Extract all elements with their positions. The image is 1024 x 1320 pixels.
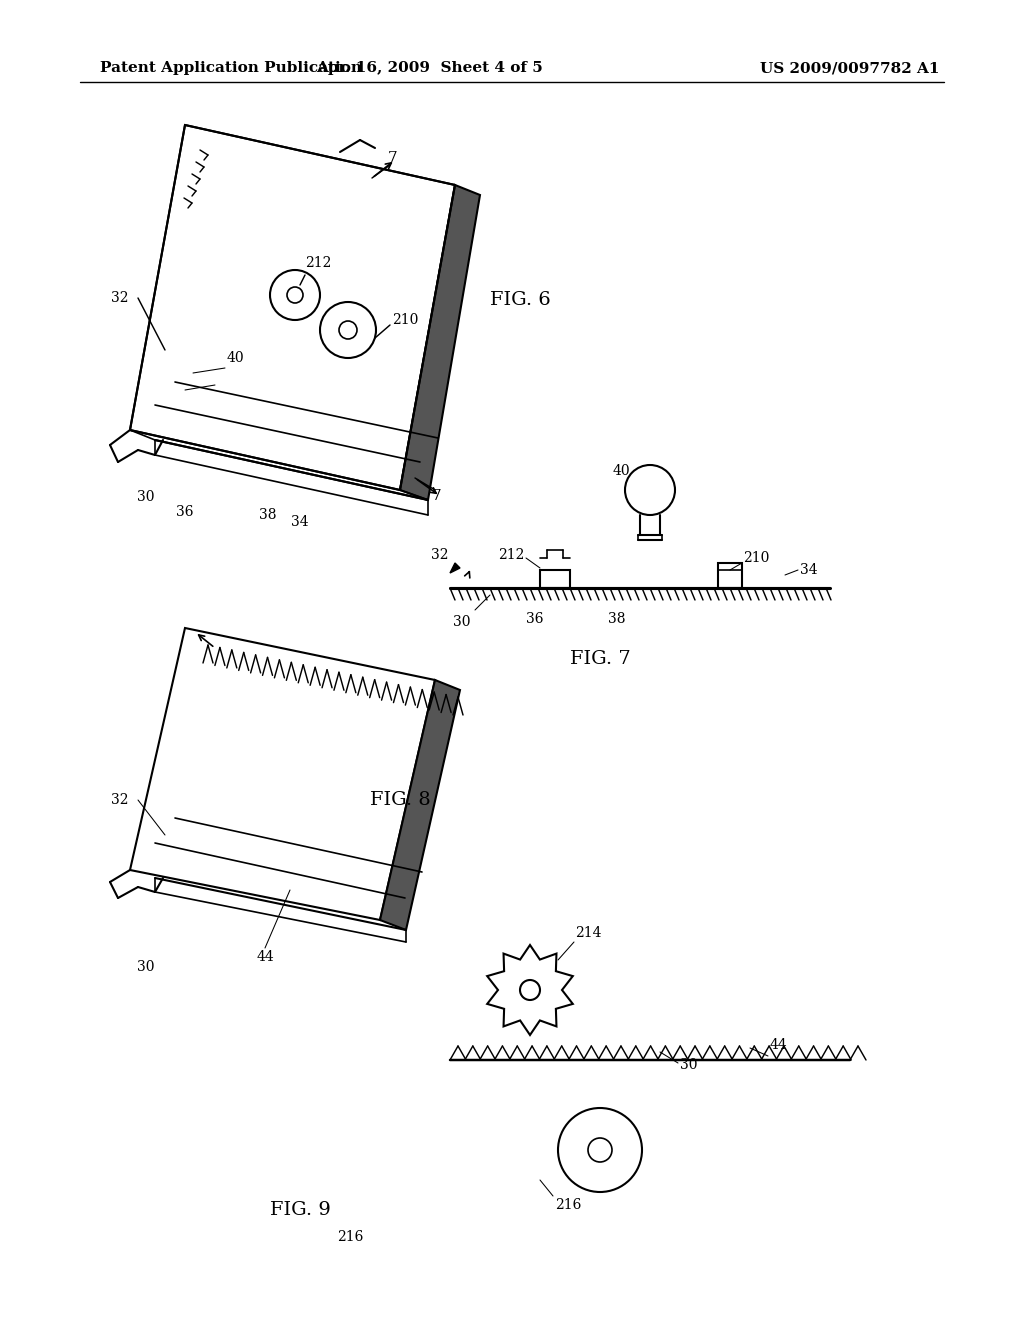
Text: FIG. 9: FIG. 9 [269,1201,331,1218]
Text: 214: 214 [575,927,601,940]
Text: 36: 36 [176,506,194,519]
Text: 40: 40 [226,351,244,366]
Text: 216: 216 [555,1199,582,1212]
Text: FIG. 7: FIG. 7 [569,649,631,668]
Text: US 2009/0097782 A1: US 2009/0097782 A1 [760,61,939,75]
Text: 210: 210 [743,550,769,565]
Text: FIG. 8: FIG. 8 [370,791,431,809]
Text: 32: 32 [111,290,128,305]
Polygon shape [380,680,460,931]
Text: Apr. 16, 2009  Sheet 4 of 5: Apr. 16, 2009 Sheet 4 of 5 [316,61,544,75]
Text: 38: 38 [608,612,626,626]
Polygon shape [400,185,480,500]
Text: 30: 30 [137,490,155,504]
Polygon shape [450,564,460,573]
Text: 38: 38 [259,508,276,521]
Text: 40: 40 [612,465,630,478]
Text: FIG. 6: FIG. 6 [490,290,551,309]
Text: 44: 44 [770,1038,787,1052]
Text: Patent Application Publication: Patent Application Publication [100,61,362,75]
Text: 216: 216 [337,1230,364,1243]
Text: 210: 210 [392,313,419,327]
Text: 212: 212 [305,256,332,271]
Text: 34: 34 [291,515,309,529]
Text: 32: 32 [430,548,449,562]
Text: 36: 36 [526,612,544,626]
Text: 30: 30 [453,615,470,630]
Text: 30: 30 [680,1059,697,1072]
Text: 32: 32 [111,793,128,807]
Text: 212: 212 [498,548,524,562]
Text: 7: 7 [388,150,397,165]
Text: 30: 30 [137,960,155,974]
Text: 44: 44 [256,950,273,964]
Text: 34: 34 [800,564,817,577]
Text: 7: 7 [432,488,441,503]
